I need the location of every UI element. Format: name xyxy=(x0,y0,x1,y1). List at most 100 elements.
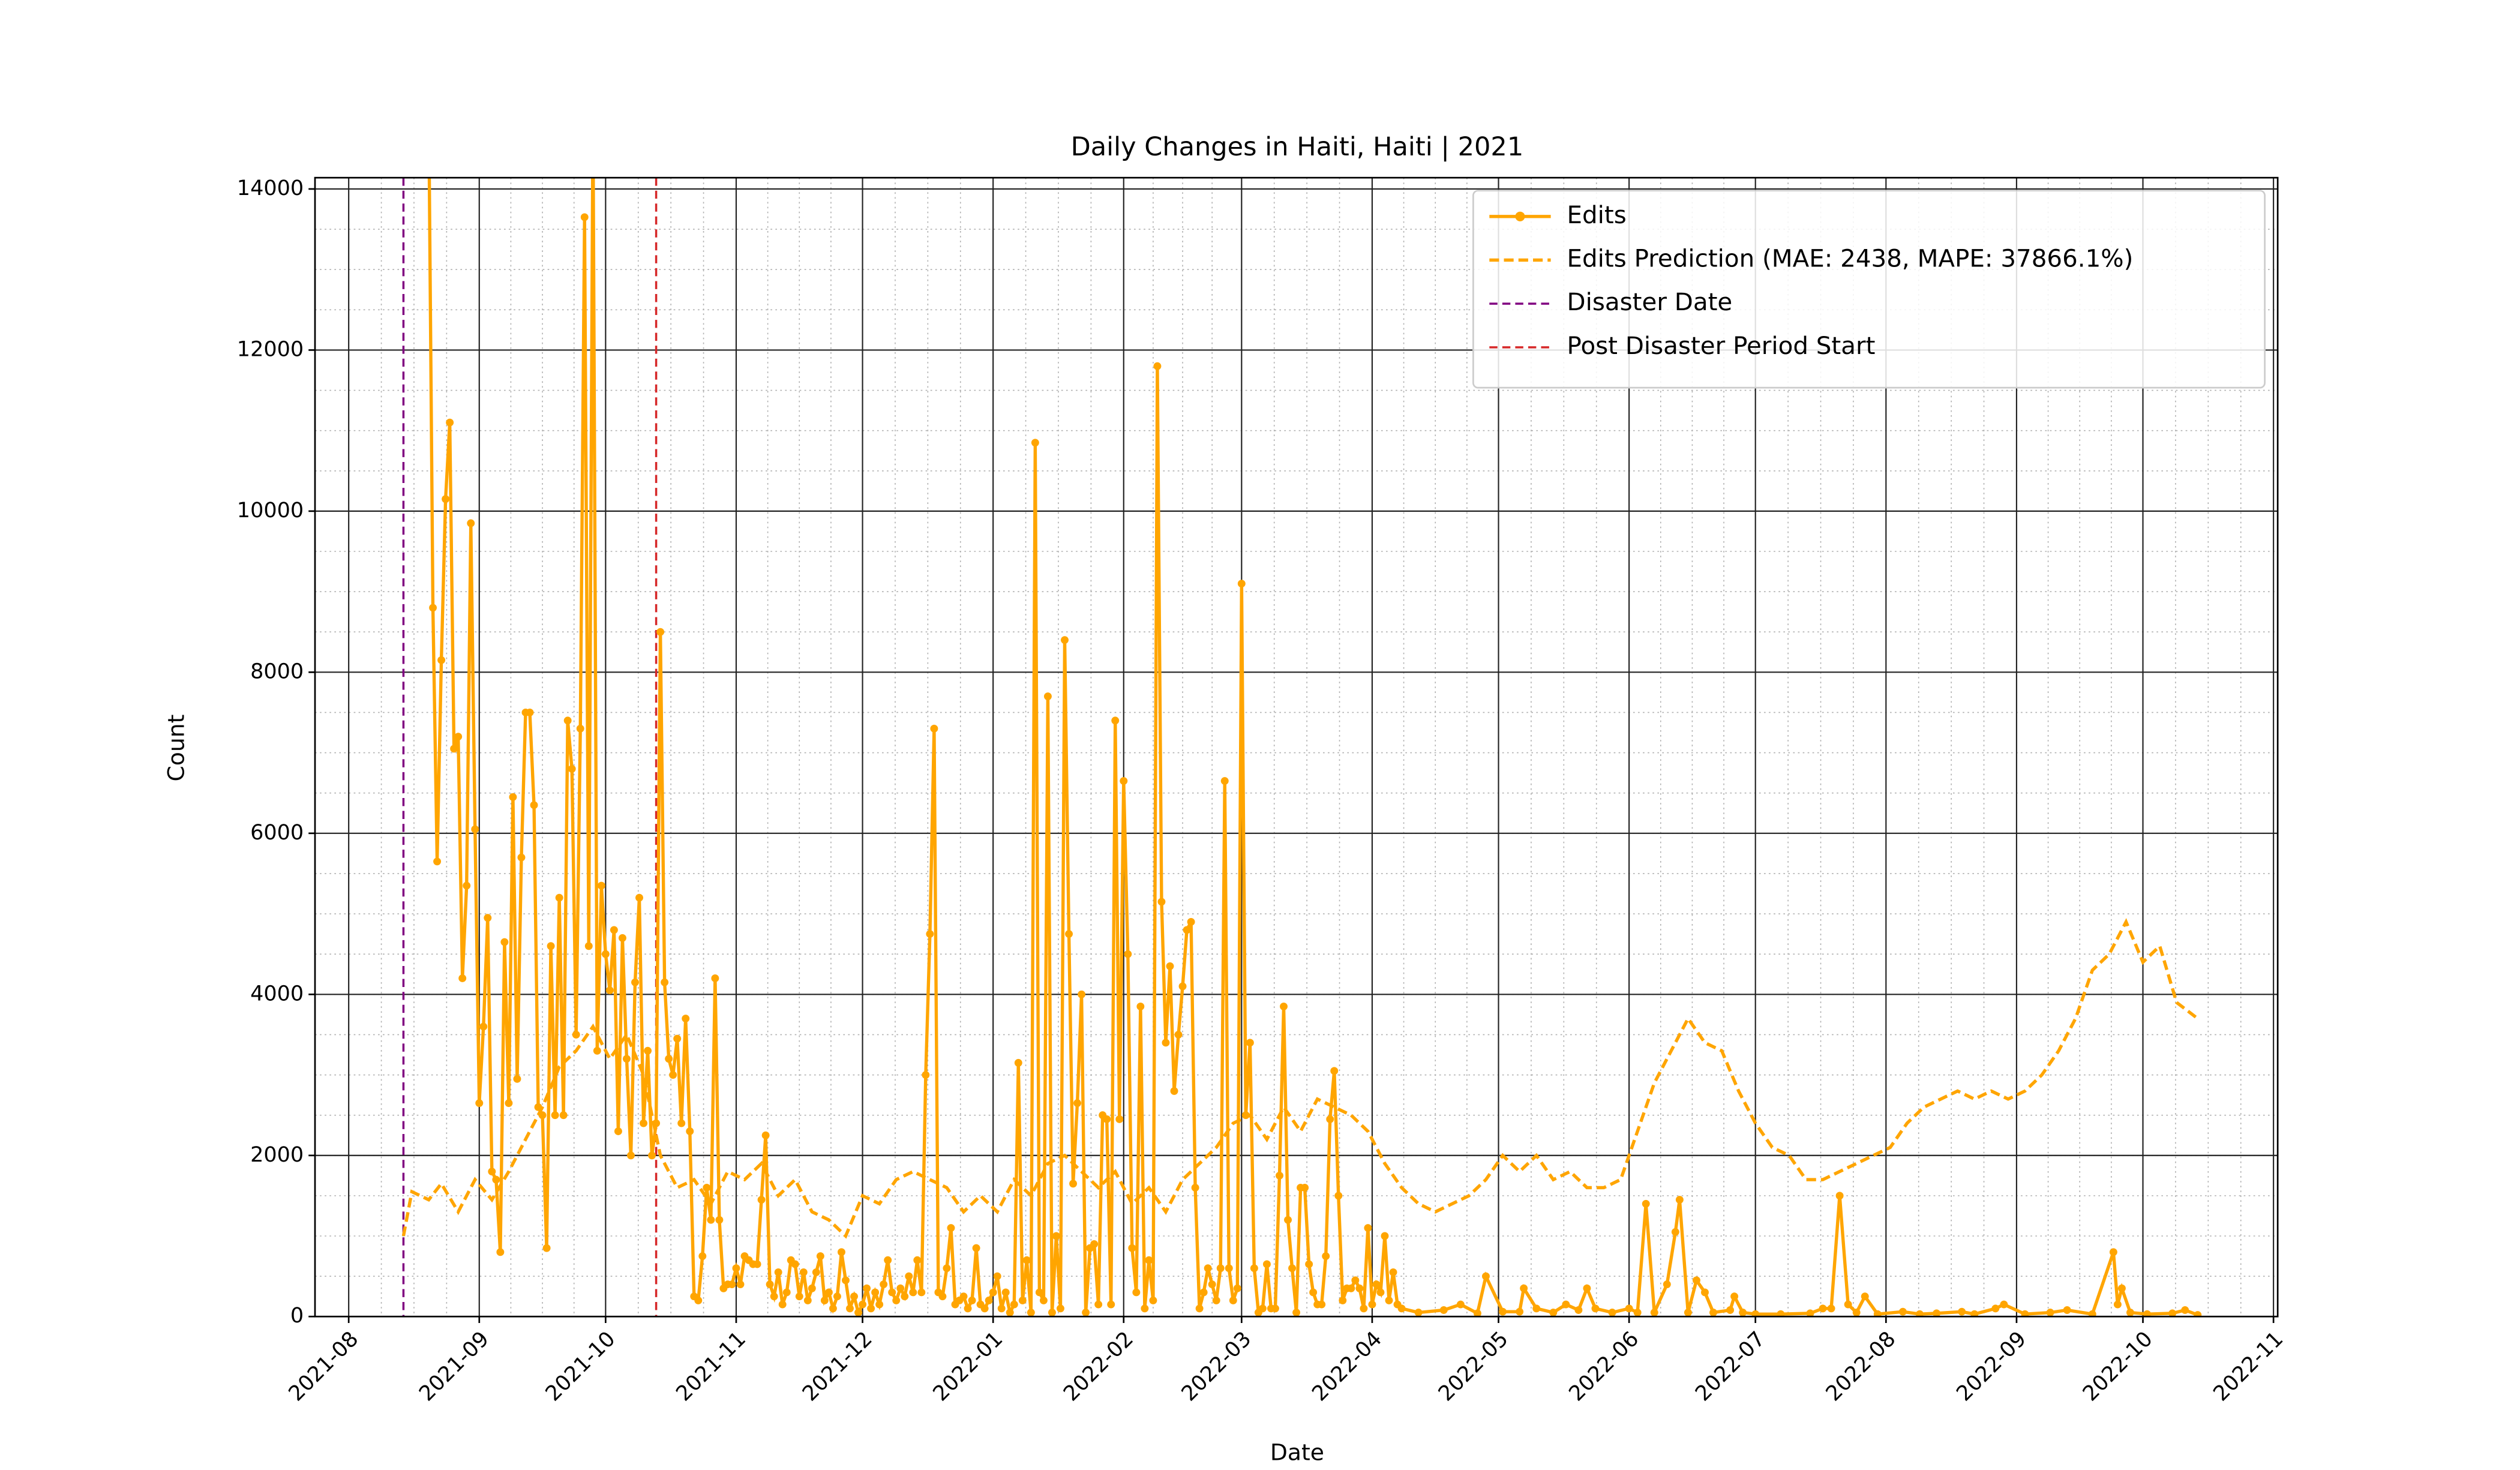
data-point xyxy=(463,881,471,890)
data-point xyxy=(479,1022,488,1031)
data-point xyxy=(547,942,555,950)
data-point xyxy=(859,1300,867,1309)
y-tick-label: 6000 xyxy=(250,821,304,845)
data-point xyxy=(774,1268,782,1276)
data-point xyxy=(1751,1310,1760,1317)
data-point xyxy=(1052,1232,1060,1240)
data-point xyxy=(880,1280,888,1288)
data-point xyxy=(1844,1300,1852,1309)
data-point xyxy=(1149,1296,1157,1304)
data-point xyxy=(496,1248,505,1256)
data-point xyxy=(1481,1272,1490,1280)
data-point xyxy=(766,1280,774,1288)
data-point xyxy=(892,1296,901,1304)
data-point xyxy=(1301,1183,1309,1192)
data-point xyxy=(467,519,475,527)
data-point xyxy=(997,1304,1006,1313)
data-point xyxy=(1061,636,1069,644)
data-point xyxy=(1111,716,1120,725)
data-point xyxy=(947,1224,955,1232)
data-point xyxy=(2194,1311,2202,1317)
data-point xyxy=(1322,1252,1330,1261)
data-point xyxy=(2113,1300,2122,1309)
data-point xyxy=(437,656,446,664)
data-point xyxy=(1861,1292,1869,1301)
data-point xyxy=(1873,1310,1882,1317)
data-point xyxy=(505,1099,513,1107)
y-axis-label: Count xyxy=(163,715,190,782)
data-point xyxy=(1162,1039,1170,1047)
data-point xyxy=(526,709,534,716)
data-point xyxy=(778,1300,787,1309)
data-point xyxy=(1562,1300,1570,1309)
data-point xyxy=(1031,439,1039,447)
data-point xyxy=(980,1304,989,1313)
data-point xyxy=(1010,1300,1018,1309)
data-point xyxy=(1372,1280,1381,1288)
data-point xyxy=(605,986,614,995)
data-point xyxy=(875,1300,884,1309)
data-point xyxy=(1246,1039,1254,1047)
data-point xyxy=(732,1264,740,1273)
data-point xyxy=(665,1055,673,1063)
y-tick-label: 14000 xyxy=(237,176,304,200)
data-point xyxy=(1212,1296,1220,1304)
y-tick-label: 4000 xyxy=(250,982,304,1006)
data-point xyxy=(761,1131,770,1139)
data-point xyxy=(648,1151,656,1160)
data-point xyxy=(1006,1309,1014,1316)
data-point xyxy=(446,418,454,427)
data-point xyxy=(2181,1306,2189,1314)
data-point xyxy=(542,1244,551,1252)
data-point xyxy=(736,1280,745,1288)
data-point xyxy=(513,1075,521,1083)
data-point xyxy=(1271,1304,1279,1313)
data-point xyxy=(1684,1309,1692,1316)
data-point xyxy=(1898,1307,1907,1316)
data-point xyxy=(993,1272,1001,1280)
data-point xyxy=(968,1296,976,1304)
data-point xyxy=(930,724,938,733)
data-point xyxy=(1642,1199,1650,1208)
data-point xyxy=(1414,1309,1423,1316)
data-point xyxy=(871,1288,880,1297)
data-point xyxy=(576,724,584,733)
data-point xyxy=(1157,898,1166,906)
data-point xyxy=(1339,1296,1347,1304)
data-point xyxy=(584,942,593,950)
data-point xyxy=(1018,1296,1027,1304)
data-point xyxy=(1633,1309,1642,1316)
data-point xyxy=(1835,1192,1844,1200)
data-point xyxy=(1187,918,1195,926)
data-point xyxy=(1326,1115,1334,1123)
data-point xyxy=(854,1309,862,1316)
data-point xyxy=(484,914,492,922)
data-point xyxy=(597,881,605,890)
data-point xyxy=(1115,1115,1124,1123)
y-tick-label: 12000 xyxy=(237,337,304,361)
data-point xyxy=(1145,1256,1153,1264)
data-point xyxy=(1663,1280,1671,1288)
data-point xyxy=(2021,1310,2029,1317)
data-point xyxy=(943,1264,951,1273)
legend-marker xyxy=(1515,211,1525,221)
data-point xyxy=(551,1111,559,1120)
data-point xyxy=(442,495,450,503)
data-point xyxy=(673,1034,682,1043)
data-point xyxy=(1933,1309,1941,1317)
data-point xyxy=(1103,1115,1111,1123)
data-point xyxy=(1107,1300,1115,1309)
data-point xyxy=(863,1284,871,1292)
data-point xyxy=(593,1046,601,1055)
data-point xyxy=(1191,1183,1199,1192)
data-point xyxy=(1153,362,1162,370)
data-point xyxy=(964,1304,972,1313)
data-point xyxy=(850,1292,858,1301)
data-point xyxy=(1124,950,1132,958)
data-point xyxy=(500,938,509,946)
data-point xyxy=(1305,1260,1313,1268)
data-point xyxy=(1852,1309,1861,1316)
data-point xyxy=(698,1252,707,1261)
y-tick-label: 8000 xyxy=(250,659,304,683)
data-point xyxy=(677,1119,686,1127)
